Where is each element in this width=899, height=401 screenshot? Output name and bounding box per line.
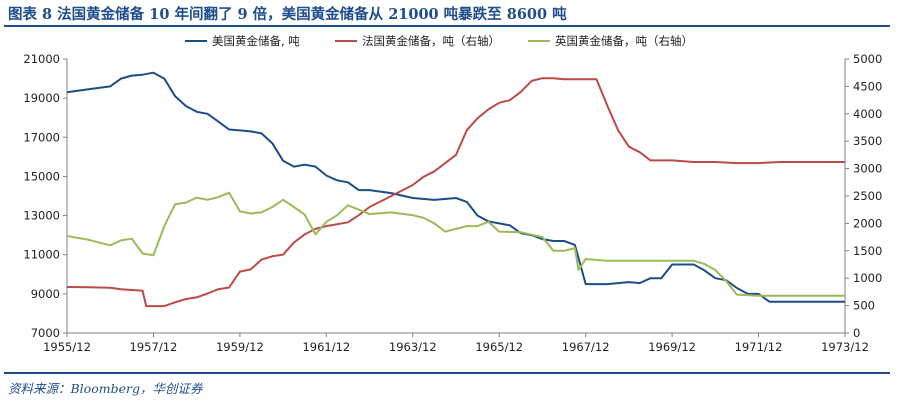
series-line-france [66,77,845,308]
left-tick-label: 21000 [23,52,60,66]
x-tick-label: 1961/12 [302,340,350,354]
right-tick-label: 2500 [853,189,882,203]
left-tick-label: 13000 [23,209,60,223]
x-tick-label: 1973/12 [821,340,869,354]
left-tick-label: 15000 [23,169,60,183]
left-tick-label: 11000 [23,248,60,262]
left-tick-label: 7000 [31,326,60,340]
right-tick-label: 4500 [853,79,882,93]
right-tick-label: 3000 [853,162,882,176]
series-line-us [66,71,845,303]
left-tick-label: 17000 [23,130,60,144]
chart-legend: 美国黄金储备, 吨 法国黄金储备，吨（右轴） 英国黄金储备，吨（右轴） [185,34,693,48]
x-tick-label: 1969/12 [648,340,696,354]
right-tick-label: 1500 [853,244,882,258]
right-tick-label: 3500 [853,134,882,148]
legend-label-france: 法国黄金储备，吨（右轴） [362,34,500,48]
right-tick-label: 4000 [853,107,882,121]
source-divider [4,372,890,374]
x-tick-label: 1955/12 [43,340,91,354]
right-tick-label: 1000 [853,271,882,285]
legend-label-uk: 英国黄金储备，吨（右轴） [555,34,693,48]
right-tick-label: 2000 [853,216,882,230]
line-chart: 7000 9000 11000 13000 15000 17000 19000 21000 0 5… [23,34,882,354]
x-tick-label: 1967/12 [562,340,610,354]
series-line-uk [66,191,845,297]
right-tick-label: 500 [853,299,875,313]
series-layer [66,71,845,308]
right-tick-label: 0 [853,326,860,340]
left-tick-label: 9000 [31,287,60,301]
x-tick-label: 1971/12 [735,340,783,354]
right-tick-label: 5000 [853,52,882,66]
left-tick-label: 19000 [23,91,60,105]
source-note: 资料来源：Bloomberg，华创证券 [8,381,203,396]
chart-title: 图表 8 法国黄金储备 10 年间翻了 9 倍，美国黄金储备从 21000 吨暴… [8,6,567,23]
legend-label-us: 美国黄金储备, 吨 [212,34,300,48]
x-tick-label: 1963/12 [389,340,437,354]
x-tick-label: 1965/12 [475,340,523,354]
chart-axes: 7000 9000 11000 13000 15000 17000 19000 21000 0 5… [23,52,882,354]
x-tick-label: 1957/12 [130,340,178,354]
title-divider [4,25,890,27]
x-tick-label: 1959/12 [216,340,264,354]
